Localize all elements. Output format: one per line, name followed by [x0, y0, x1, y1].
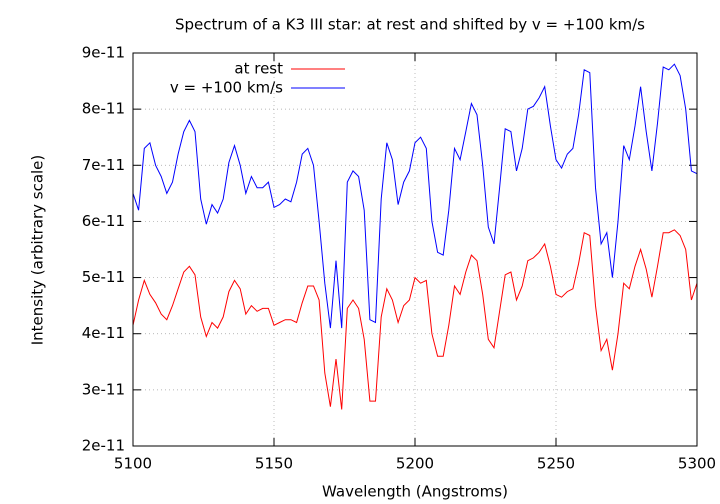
- x-axis-label: Wavelength (Angstroms): [322, 483, 508, 501]
- x-tick-label: 5100: [114, 455, 152, 473]
- y-tick-label: 8e-11: [82, 100, 125, 118]
- y-tick-label: 2e-11: [82, 437, 125, 455]
- x-tick-label: 5200: [396, 455, 434, 473]
- x-tick-label: 5150: [255, 455, 293, 473]
- data-line: [132, 229, 698, 410]
- x-tick-label: 5300: [678, 455, 716, 473]
- data-line: [132, 63, 698, 329]
- legend-label: at rest: [234, 60, 283, 78]
- y-tick-label: 5e-11: [82, 268, 125, 286]
- y-axis-label: Intensity (arbitrary scale): [29, 155, 47, 346]
- y-tick-label: 7e-11: [82, 156, 125, 174]
- y-tick-label: 4e-11: [82, 324, 125, 342]
- legend-label: v = +100 km/s: [170, 79, 283, 97]
- y-tick-label: 6e-11: [82, 212, 125, 230]
- plot-border: [132, 52, 698, 447]
- y-tick-label: 9e-11: [82, 44, 125, 62]
- y-tick-label: 3e-11: [82, 380, 125, 398]
- x-tick-label: 5250: [537, 455, 575, 473]
- chart-title: Spectrum of a K3 III star: at rest and s…: [175, 16, 645, 34]
